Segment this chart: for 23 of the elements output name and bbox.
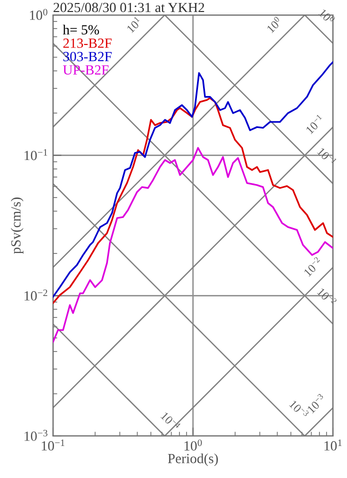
legend-title: h= 5%: [62, 24, 100, 35]
text: 213-B2F: [63, 38, 112, 48]
annotation: 10$^{1}$: [125, 16, 142, 34]
annotation: 10$^{−4}$: [160, 410, 181, 432]
annotation: 10$^{0}$: [265, 16, 282, 34]
annotation: 10$^{0}$: [318, 8, 336, 25]
annotation: 10$^{−1}$: [316, 146, 338, 167]
y-tick-label: 10$^{−2}$: [24, 290, 48, 301]
text: 303-B2F: [63, 52, 112, 62]
annotation: 10$^{−1}$: [304, 114, 325, 134]
x-tick-label: 10$^{−1}$: [42, 440, 64, 451]
x-axis-title: Period(s): [168, 453, 218, 466]
annotation: 10$^{−2}$: [316, 286, 338, 307]
y-tick-label: 10$^{−1}$: [24, 149, 48, 160]
text: UP-B2F: [63, 65, 109, 75]
x-tick-label: 10$^{1}$: [324, 440, 342, 451]
y-tick-label: 10$^{0}$: [30, 8, 48, 20]
y-axis-title: pSv(cm/s): [10, 198, 24, 254]
x-tick-label: 10$^{0}$: [184, 440, 202, 451]
y-tick-label: 10$^{−3}$: [24, 430, 48, 441]
annotation: 10$^{−3}$: [288, 398, 310, 420]
chart-title: 2025/08/30 01:31 at YKH2: [54, 2, 204, 12]
annotation: 10$^{−2}$: [302, 256, 323, 277]
